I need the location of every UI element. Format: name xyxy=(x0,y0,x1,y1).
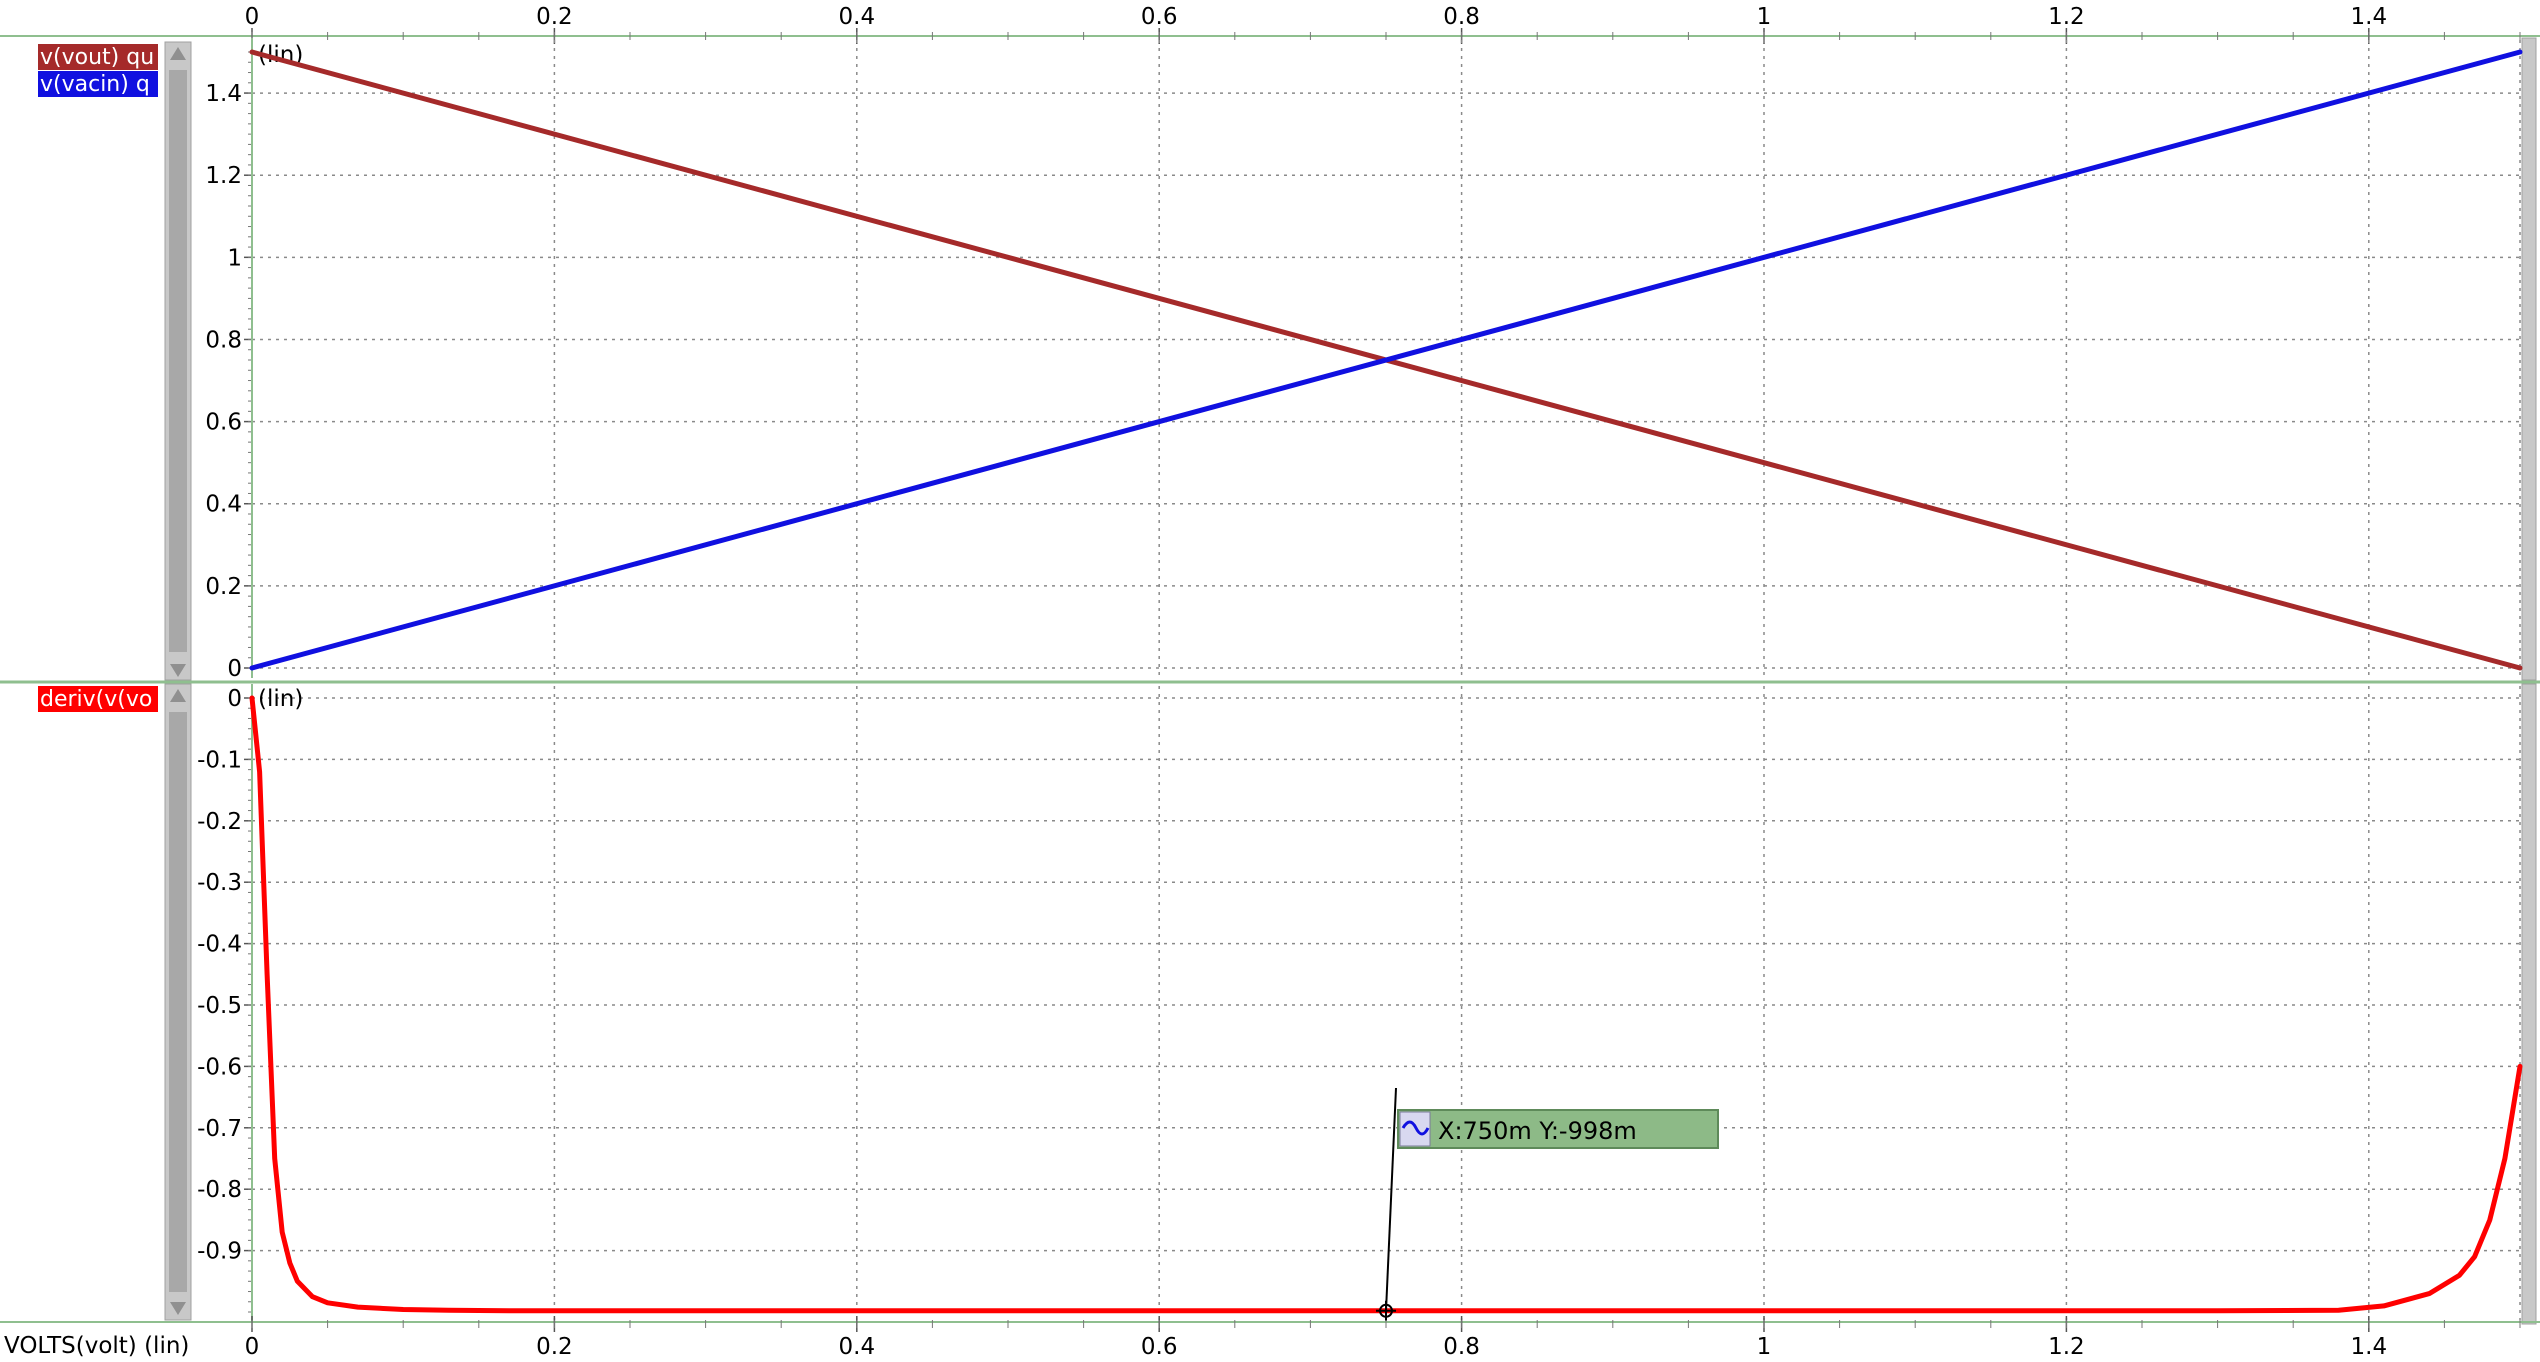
scrollbar-thumb-bottom[interactable] xyxy=(169,712,187,1292)
series-top xyxy=(249,49,2523,671)
y-tick-label: -0.4 xyxy=(197,932,242,958)
cursor-line[interactable] xyxy=(1385,1087,1397,1311)
y-tick-label: -0.8 xyxy=(197,1177,242,1203)
x-tick-label: 1.4 xyxy=(2351,4,2388,30)
y-tick-label: -0.1 xyxy=(197,747,242,773)
x-tick-label: 1.2 xyxy=(2048,1334,2085,1360)
legend-label: v(vacin) q xyxy=(40,72,150,97)
x-tick-label: 1 xyxy=(1757,1334,1772,1360)
y-tick-label: 1.4 xyxy=(205,81,242,107)
x-tick-label: 0.8 xyxy=(1443,1334,1480,1360)
grid-bottom xyxy=(244,683,2537,1325)
y-axis-bottom: 0 -0.1 -0.2 -0.3 -0.4 -0.5 -0.6 -0.7 -0.8 -0.9 xyxy=(197,686,242,1265)
scroll-up-arrow-icon[interactable] xyxy=(170,689,186,702)
y-tick-label: 0.4 xyxy=(205,492,242,518)
series-line xyxy=(249,695,2523,1314)
legend-swatch xyxy=(38,71,158,97)
y-tick-label: -0.2 xyxy=(197,809,242,835)
y-axis-top: 0 0.2 0.4 0.6 0.8 1 1.2 1.4 xyxy=(205,81,242,682)
scale-label-bottom: (lin) xyxy=(258,686,303,712)
legend-label: deriv(v(vo xyxy=(40,687,152,712)
cursor-readout-box xyxy=(1397,1109,1719,1149)
legend-swatch xyxy=(38,686,158,712)
scrollbar-thumb-top[interactable] xyxy=(169,70,187,652)
cursor-readout: X:750m Y:-998m xyxy=(1438,1117,1637,1145)
x-tick-label: 1.2 xyxy=(2048,4,2085,30)
panel-top: v(vout) quv(vacin) q 0 0.2 0.4 0.6 0.8 1 1.2 1.… xyxy=(38,37,2537,682)
x-tick-label: 0.4 xyxy=(839,1334,876,1360)
y-tick-label: 0 xyxy=(227,686,242,712)
x-tick-label: 0.8 xyxy=(1443,4,1480,30)
right-scroll-handle[interactable] xyxy=(2521,683,2537,1325)
x-tick-label: 0.4 xyxy=(839,4,876,30)
x-tick-label: 0.2 xyxy=(536,1334,573,1360)
y-tick-label: -0.5 xyxy=(197,993,242,1019)
grid-top xyxy=(244,37,2537,681)
measurement-cursor[interactable]: X:750m Y:-998m xyxy=(1376,1087,1719,1321)
x-axis-title: VOLTS(volt) (lin) xyxy=(4,1333,189,1359)
y-tick-label: 0.6 xyxy=(205,410,242,436)
panel-bottom: deriv(v(vo 0 -0.1 -0.2 -0.3 -0.4 -0.5 -0.6 -0.7… xyxy=(38,683,2537,1325)
y-tick-label: -0.7 xyxy=(197,1116,242,1142)
x-tick-label: 0.2 xyxy=(536,4,573,30)
y-tick-label: 1.2 xyxy=(205,163,242,189)
legend-bottom: deriv(v(vo xyxy=(38,686,158,712)
legend-label: v(vout) qu xyxy=(40,45,154,70)
y-tick-label: -0.3 xyxy=(197,870,242,896)
x-tick-label: 0.6 xyxy=(1141,4,1178,30)
y-tick-label: 0 xyxy=(227,656,242,682)
series-line xyxy=(249,49,2523,671)
x-tick-label: 1.4 xyxy=(2351,1334,2388,1360)
scroll-down-arrow-icon[interactable] xyxy=(170,1302,186,1315)
scroll-down-arrow-icon[interactable] xyxy=(170,664,186,677)
waveform-icon-curve xyxy=(1401,1120,1430,1136)
y-tick-label: -0.9 xyxy=(197,1239,242,1265)
y-tick-label: -0.6 xyxy=(197,1054,242,1080)
x-tick-label: 0 xyxy=(245,4,260,30)
cursor-marker-icon[interactable] xyxy=(1376,1300,1396,1321)
legend-top: v(vout) quv(vacin) q xyxy=(38,44,158,97)
y-tick-label: 1 xyxy=(227,245,242,271)
x-tick-label: 0.6 xyxy=(1141,1334,1178,1360)
right-scroll-handle[interactable] xyxy=(2521,37,2537,681)
x-tick-label: 0 xyxy=(245,1334,260,1360)
x-tick-label: 1 xyxy=(1757,4,1772,30)
legend-swatch xyxy=(38,44,158,70)
series-bottom xyxy=(249,695,2523,1314)
scroll-up-arrow-icon[interactable] xyxy=(170,47,186,60)
y-tick-label: 0.2 xyxy=(205,574,242,600)
bottom-x-axis: 0 0.2 0.4 0.6 0.8 1 1.2 1.4 xyxy=(245,1316,2521,1360)
top-x-axis: 0 0.2 0.4 0.6 0.8 1 1.2 1.4 xyxy=(0,4,2540,44)
y-tick-label: 0.8 xyxy=(205,327,242,353)
